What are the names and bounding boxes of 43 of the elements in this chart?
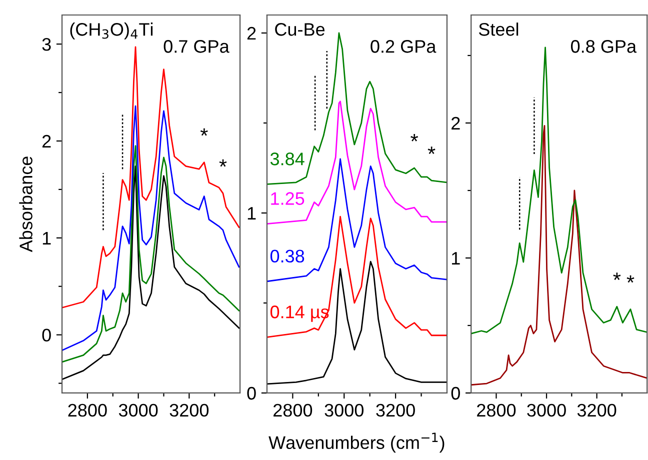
y-tick-label: 1 <box>452 252 460 265</box>
x-tick-label: 3200 <box>577 404 616 417</box>
series-label: 0.38 <box>270 250 304 263</box>
text: 0.2 GPa <box>370 40 436 53</box>
y-tick-label: 1 <box>248 207 256 220</box>
y-tick-label: 0 <box>451 386 460 400</box>
line-series <box>62 105 240 352</box>
x-tick-label: 3200 <box>170 404 209 417</box>
annotation: * <box>410 134 418 142</box>
y-tick-label: 2 <box>247 26 256 40</box>
chart-title: (CH$_{3}$O)$_{4}$Ti <box>70 22 153 40</box>
chart-title: Cu-Be <box>275 23 325 36</box>
x-tick-label: 2800 <box>477 404 516 417</box>
x-tick-label: 2800 <box>274 404 312 417</box>
annotation: * <box>428 146 436 154</box>
line-series <box>266 260 447 385</box>
x-axis-title: Wavenumbers (cm$^{−1}$) <box>268 432 444 453</box>
x-tick-label: 2800 <box>68 404 107 417</box>
series-label: 1.25 <box>271 192 304 205</box>
y-tick-label: 2 <box>42 134 51 148</box>
y-tick-label: 3 <box>42 38 51 51</box>
line-series <box>62 165 240 380</box>
text: 0.7 GPa <box>164 40 230 53</box>
line-series <box>62 145 240 363</box>
y-axis-title: Absorbance <box>19 156 32 252</box>
x-tick-label: 3200 <box>376 404 415 417</box>
annotation: * <box>626 275 634 283</box>
series-label: 3.84 <box>270 152 304 166</box>
line-series <box>266 100 447 224</box>
y-tick-label: 2 <box>452 116 460 130</box>
line-series <box>471 124 648 386</box>
x-tick-label: 3000 <box>324 404 364 417</box>
y-tick-label: 0 <box>247 386 256 400</box>
annotation: * <box>219 159 227 167</box>
chart-title: Steel <box>478 22 518 36</box>
text: 0.8 GPa <box>570 40 637 53</box>
annotation: * <box>613 272 621 280</box>
annotation: * <box>200 128 208 136</box>
line-series <box>266 216 447 338</box>
y-tick-label: 1 <box>42 232 51 244</box>
x-tick-label: 3000 <box>118 404 158 417</box>
y-tick-label: 0 <box>42 328 51 342</box>
x-tick-label: 3000 <box>527 404 566 417</box>
